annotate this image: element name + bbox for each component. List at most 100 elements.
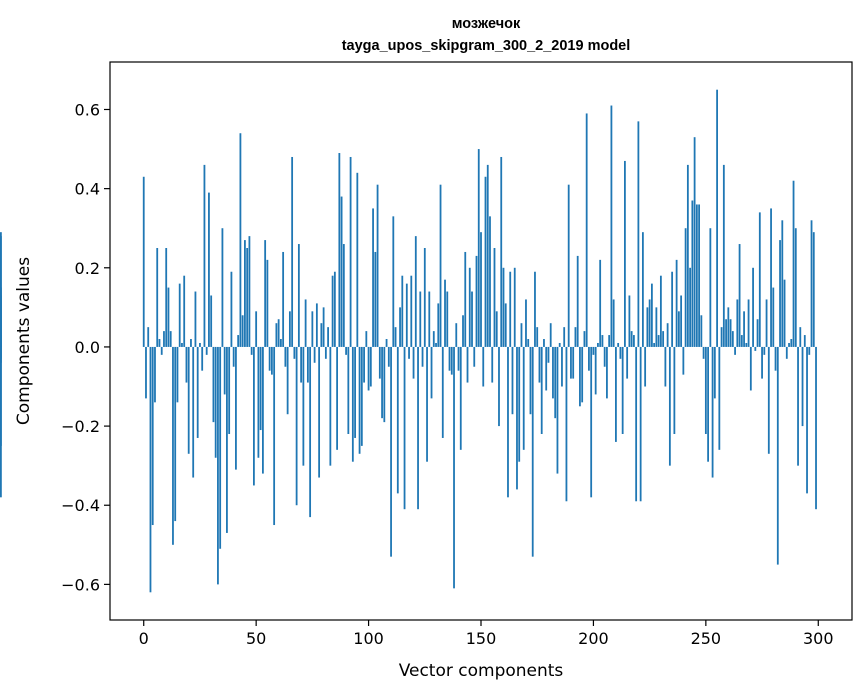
bar-undefined xyxy=(0,287,2,347)
bar-83 xyxy=(329,346,332,466)
bar-115 xyxy=(401,275,404,347)
bar-193 xyxy=(576,255,579,347)
bar-295 xyxy=(806,346,808,494)
bar-296 xyxy=(808,346,811,355)
bar-163 xyxy=(509,271,512,347)
bar-284 xyxy=(781,220,784,347)
x-tick-label: 150 xyxy=(466,629,497,648)
bar-299 xyxy=(815,346,817,510)
bar-65 xyxy=(288,311,291,347)
bar-41 xyxy=(235,346,237,470)
bar-211 xyxy=(617,342,620,347)
x-tick-label: 100 xyxy=(353,629,384,648)
bar-236 xyxy=(673,346,676,434)
bar-203 xyxy=(599,259,602,347)
bar-286 xyxy=(785,346,788,359)
bar-46 xyxy=(246,248,249,347)
bar-275 xyxy=(761,346,763,379)
bar-77 xyxy=(315,303,318,347)
bar-10 xyxy=(165,248,168,347)
bar-241 xyxy=(684,228,687,347)
bar-59 xyxy=(275,323,278,347)
x-tick-label: 300 xyxy=(803,629,834,648)
x-tick-label: 250 xyxy=(691,629,722,648)
bar-26 xyxy=(201,346,204,371)
bar-70 xyxy=(300,346,303,383)
bar-184 xyxy=(556,346,559,474)
bar-214 xyxy=(624,160,626,347)
bar-31 xyxy=(212,346,215,423)
bar-175 xyxy=(536,327,539,347)
bar-107 xyxy=(383,346,386,423)
chart-subtitle: tayga_upos_skipgram_300_2_2019 model xyxy=(342,38,631,54)
bar-277 xyxy=(765,299,768,347)
bar-34 xyxy=(219,346,222,549)
bar-116 xyxy=(403,346,406,510)
bar-271 xyxy=(752,267,754,347)
bar-231 xyxy=(662,331,665,347)
bar-291 xyxy=(797,346,799,466)
bar-97 xyxy=(360,346,363,446)
plot-frame xyxy=(109,61,853,621)
bar-84 xyxy=(331,275,334,347)
bar-114 xyxy=(399,307,401,347)
bar-85 xyxy=(333,271,336,347)
bar-147 xyxy=(473,346,476,367)
bar-154 xyxy=(489,216,491,347)
bar-235 xyxy=(671,271,674,347)
bar-188 xyxy=(565,346,568,502)
bar-264 xyxy=(736,299,739,347)
bar-288 xyxy=(790,339,793,347)
bar-106 xyxy=(381,346,383,419)
bar-167 xyxy=(518,346,521,462)
bar-219 xyxy=(635,346,638,502)
bar-265 xyxy=(738,244,741,347)
bar-141 xyxy=(459,346,462,450)
bar-225 xyxy=(648,299,651,347)
bar-165 xyxy=(513,267,516,347)
y-tick-label: 0.2 xyxy=(75,259,100,278)
bar-126 xyxy=(426,346,428,462)
bar-87 xyxy=(338,153,341,347)
bar-142 xyxy=(462,315,464,347)
bar-289 xyxy=(792,180,795,347)
bar-143 xyxy=(464,251,467,347)
bar-0 xyxy=(142,176,145,347)
bar-161 xyxy=(504,303,507,347)
bar-110 xyxy=(390,346,392,557)
y-tick-label: 0.4 xyxy=(75,180,100,199)
bar-124 xyxy=(421,346,424,367)
bar-242 xyxy=(686,164,689,347)
bar-166 xyxy=(516,346,518,490)
bar-25 xyxy=(199,342,201,347)
bar-189 xyxy=(567,184,570,347)
bar-199 xyxy=(590,346,593,498)
bar-30 xyxy=(210,295,213,347)
bar-16 xyxy=(178,283,181,347)
bar-171 xyxy=(527,339,530,347)
bar-138 xyxy=(453,346,455,589)
bar-269 xyxy=(747,299,750,347)
bar-164 xyxy=(511,346,514,415)
bar-74 xyxy=(309,346,312,518)
bar-268 xyxy=(745,342,748,347)
bar-178 xyxy=(543,339,545,347)
bar-137 xyxy=(450,346,453,375)
bar-179 xyxy=(545,346,548,391)
bar-3 xyxy=(149,346,152,593)
bar-272 xyxy=(754,346,757,351)
bar-283 xyxy=(779,240,781,347)
bar-78 xyxy=(318,346,321,478)
bar-251 xyxy=(707,346,709,462)
bar-162 xyxy=(507,346,509,498)
bar-152 xyxy=(484,176,487,347)
bar-32 xyxy=(214,346,217,458)
bar-281 xyxy=(774,346,777,371)
bar-243 xyxy=(689,267,692,347)
bar-256 xyxy=(718,346,721,450)
bar-108 xyxy=(385,339,388,347)
bar-215 xyxy=(626,346,629,379)
bar-14 xyxy=(174,346,177,522)
bar-22 xyxy=(192,346,195,478)
bars-group xyxy=(0,89,817,593)
